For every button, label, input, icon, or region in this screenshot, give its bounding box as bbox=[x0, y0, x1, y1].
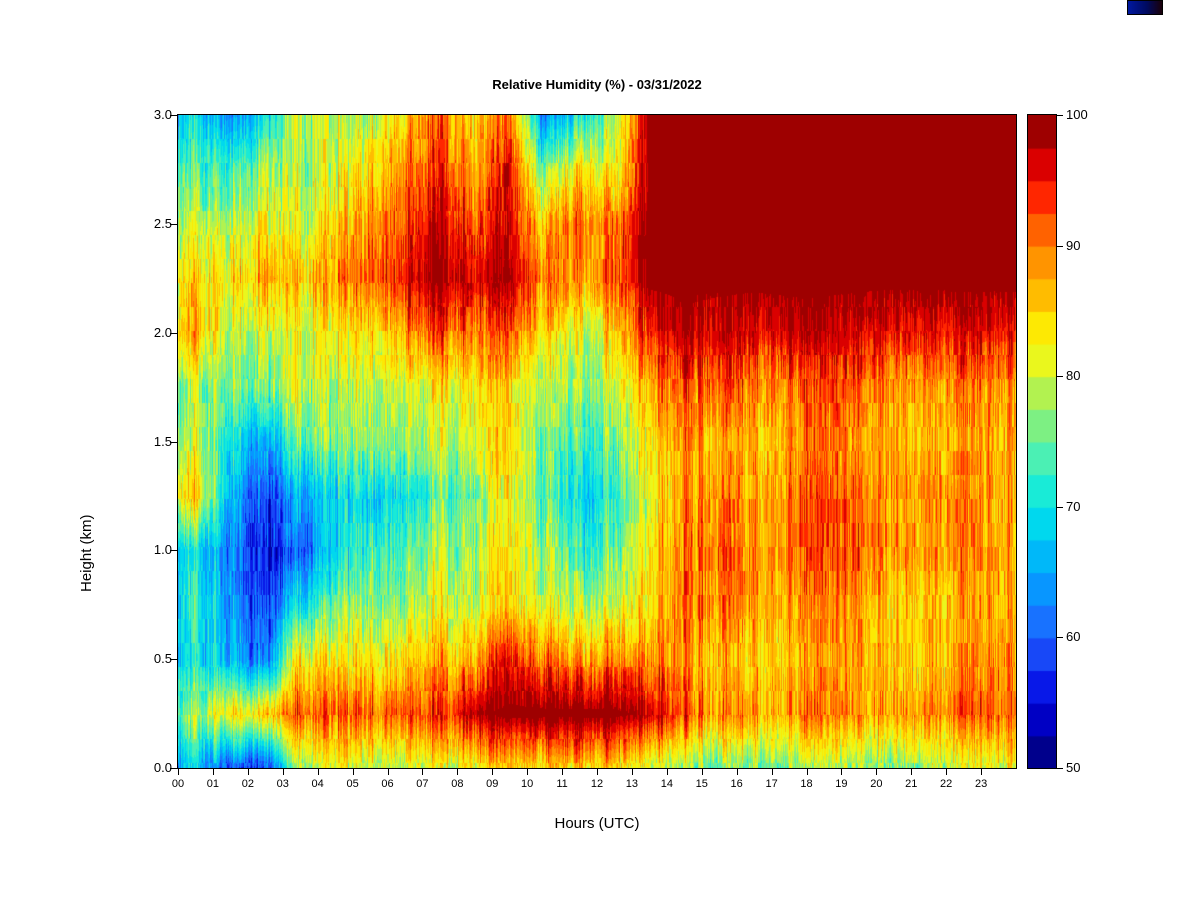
x-tick-label: 08 bbox=[451, 778, 464, 790]
y-tick-label: 0.0 bbox=[153, 760, 172, 775]
x-tick-mark bbox=[597, 769, 598, 775]
x-tick-mark bbox=[282, 769, 284, 775]
x-tick-mark bbox=[666, 769, 668, 775]
x-tick-label: 18 bbox=[800, 778, 813, 790]
x-tick-label: 21 bbox=[905, 778, 918, 790]
x-tick-label: 04 bbox=[311, 778, 324, 790]
y-tick-mark bbox=[170, 223, 177, 225]
x-tick-label: 03 bbox=[276, 778, 289, 790]
x-tick-mark bbox=[841, 769, 843, 775]
y-tick-label: 2.5 bbox=[153, 215, 172, 231]
x-tick-label: 17 bbox=[765, 778, 778, 790]
y-axis-label: Height (km) bbox=[78, 514, 95, 592]
colorbar-tick-mark bbox=[1057, 637, 1063, 639]
x-tick-mark bbox=[701, 769, 703, 775]
x-tick-label: 11 bbox=[556, 778, 568, 790]
x-tick-mark bbox=[317, 769, 319, 775]
x-tick-mark bbox=[247, 769, 249, 775]
x-tick-mark bbox=[806, 769, 808, 775]
x-tick-mark bbox=[981, 769, 983, 775]
colorbar-tick-mark bbox=[1057, 768, 1063, 769]
y-tick-mark bbox=[170, 550, 177, 552]
x-tick-label: 00 bbox=[171, 778, 185, 790]
x-tick-mark bbox=[178, 769, 179, 775]
x-tick-label: 02 bbox=[241, 778, 254, 790]
x-tick-mark bbox=[422, 769, 424, 775]
x-tick-mark bbox=[736, 769, 738, 775]
colorbar-tick-mark bbox=[1057, 115, 1063, 116]
y-tick-label: 3.0 bbox=[153, 107, 172, 122]
x-tick-label: 22 bbox=[940, 778, 953, 790]
x-tick-label: 16 bbox=[730, 778, 743, 790]
x-tick-label: 19 bbox=[835, 778, 848, 790]
x-tick-label: 05 bbox=[346, 778, 359, 790]
colorbar-tick-label: 50 bbox=[1066, 760, 1081, 775]
heatmap-canvas bbox=[177, 114, 1017, 769]
x-tick-mark bbox=[631, 769, 633, 775]
x-tick-label: 10 bbox=[521, 778, 534, 790]
x-tick-mark bbox=[771, 769, 773, 775]
x-axis-label: Hours (UTC) bbox=[554, 815, 640, 832]
colorbar-tick-label: 90 bbox=[1066, 237, 1081, 253]
x-tick-mark bbox=[946, 769, 948, 775]
colorbar-tick-mark bbox=[1057, 376, 1063, 378]
y-tick-label: 2.0 bbox=[153, 324, 172, 340]
y-tick-label: 1.5 bbox=[153, 433, 172, 449]
x-tick-mark bbox=[212, 769, 214, 775]
colorbar-tick-label: 60 bbox=[1066, 629, 1081, 645]
x-tick-mark bbox=[457, 769, 459, 775]
x-tick-label: 20 bbox=[870, 778, 883, 790]
x-tick-mark bbox=[562, 769, 564, 775]
x-tick-label: 09 bbox=[486, 778, 499, 790]
y-tick-label: 0.5 bbox=[153, 651, 172, 667]
x-tick-label: 07 bbox=[416, 778, 429, 790]
colorbar-tick-label: 80 bbox=[1066, 368, 1081, 384]
colorbar-canvas bbox=[1027, 114, 1057, 769]
x-tick-label: 06 bbox=[381, 778, 394, 790]
colorbar-tick-label: 100 bbox=[1066, 107, 1088, 122]
colorbar-tick-mark bbox=[1057, 245, 1063, 247]
y-tick-label: 1.0 bbox=[153, 542, 172, 558]
y-tick-mark bbox=[170, 441, 177, 443]
colorbar-tick-label: 70 bbox=[1066, 498, 1081, 514]
y-tick-mark bbox=[170, 659, 177, 661]
x-tick-label: 13 bbox=[625, 778, 639, 790]
colorbar-tick-mark bbox=[1057, 506, 1063, 508]
x-tick-mark bbox=[527, 769, 529, 775]
x-tick-label: 15 bbox=[695, 778, 708, 790]
x-tick-mark bbox=[876, 769, 878, 775]
x-tick-mark bbox=[911, 769, 913, 775]
cropped-colorbar-artifact bbox=[1127, 0, 1163, 15]
x-tick-label: 01 bbox=[206, 778, 220, 790]
y-tick-mark bbox=[170, 332, 177, 334]
y-tick-mark bbox=[170, 768, 177, 769]
x-tick-mark bbox=[492, 769, 494, 775]
x-tick-mark bbox=[352, 769, 354, 775]
x-tick-label: 14 bbox=[660, 778, 673, 790]
x-tick-label: 12 bbox=[590, 778, 604, 790]
y-tick-mark bbox=[170, 115, 177, 116]
chart-title: Relative Humidity (%) - 03/31/2022 bbox=[492, 77, 702, 92]
x-tick-mark bbox=[387, 769, 389, 775]
x-tick-label: 23 bbox=[974, 778, 988, 790]
